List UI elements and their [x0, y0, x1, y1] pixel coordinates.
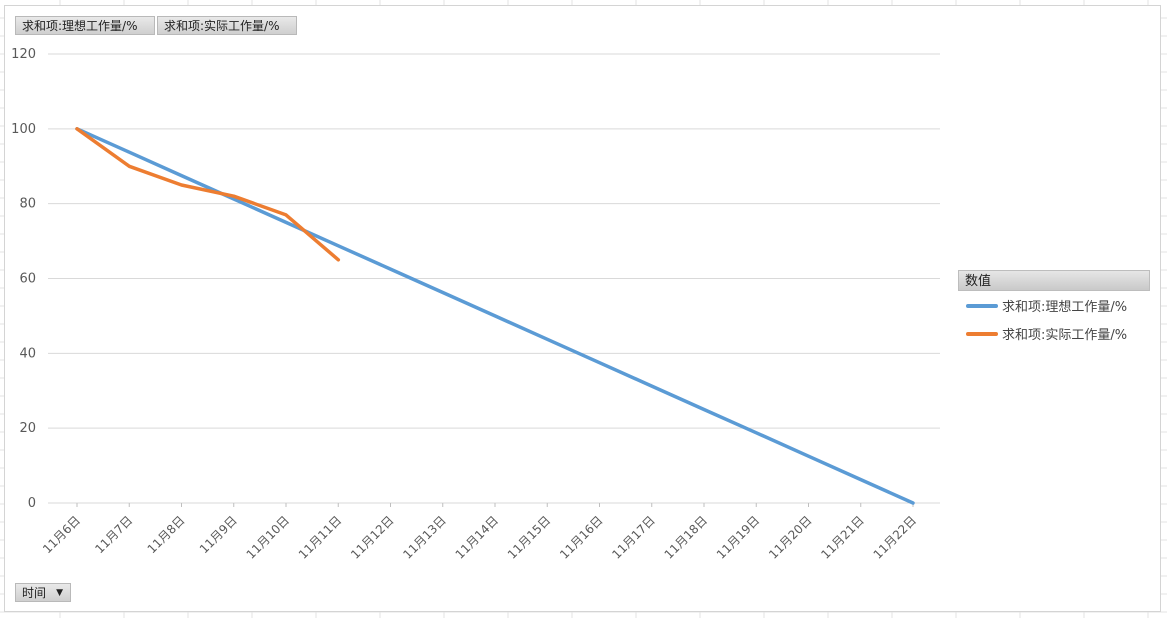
field-button-actual[interactable]: 求和项:实际工作量/%: [157, 16, 297, 35]
data-point[interactable]: [493, 314, 497, 318]
y-tick-label: 80: [19, 197, 36, 212]
data-point[interactable]: [389, 267, 393, 271]
data-point[interactable]: [127, 150, 131, 154]
data-point[interactable]: [127, 164, 131, 168]
x-tick-label: 11月7日: [92, 513, 135, 556]
y-axis-ticks: 0 20 40 60 80 100 120: [11, 47, 36, 511]
x-tick-label: 11月20日: [766, 513, 814, 561]
x-tick-label: 11月15日: [505, 513, 553, 561]
legend-title: 数值: [958, 270, 1150, 291]
x-tick-label: 11月16日: [557, 513, 605, 561]
data-point[interactable]: [75, 127, 79, 131]
y-tick-label: 60: [19, 272, 36, 287]
data-point[interactable]: [807, 454, 811, 458]
data-point[interactable]: [336, 244, 340, 248]
data-point[interactable]: [598, 361, 602, 365]
x-tick-label: 11月14日: [453, 513, 501, 561]
chevron-down-icon[interactable]: ▼: [56, 588, 63, 598]
x-tick-label: 11月9日: [197, 513, 240, 556]
data-point[interactable]: [754, 431, 758, 435]
data-point[interactable]: [232, 194, 236, 198]
x-tick-label: 11月8日: [145, 513, 188, 556]
series-layer: [75, 127, 915, 505]
data-point[interactable]: [284, 220, 288, 224]
legend-swatch-actual: [966, 331, 998, 336]
data-point[interactable]: [180, 183, 184, 187]
x-tick-label: 11月11日: [296, 513, 344, 561]
x-tick-label: 11月22日: [871, 513, 919, 561]
data-point[interactable]: [336, 258, 340, 262]
x-tick-label: 11月6日: [40, 513, 83, 556]
x-tick-label: 11月21日: [818, 513, 866, 561]
data-point[interactable]: [284, 213, 288, 217]
y-tick-label: 0: [28, 496, 36, 511]
data-point[interactable]: [180, 174, 184, 178]
y-tick-label: 20: [19, 421, 36, 436]
x-tick-label: 11月10日: [244, 513, 292, 561]
axis-field-button[interactable]: 时间 ▼: [15, 583, 71, 602]
x-tick-label: 11月19日: [714, 513, 762, 561]
series-line-1[interactable]: [75, 127, 341, 262]
legend-item-actual[interactable]: 求和项:实际工作量/%: [966, 324, 1127, 344]
data-point[interactable]: [545, 337, 549, 341]
field-button-ideal[interactable]: 求和项:理想工作量/%: [15, 16, 155, 35]
x-axis-ticks: 11月6日 11月7日 11月8日 11月9日 11月10日 11月11日 11月12日 11…: [40, 503, 919, 562]
legend-label-ideal: 求和项:理想工作量/%: [1002, 300, 1128, 315]
data-point[interactable]: [650, 384, 654, 388]
pivot-chart[interactable]: [4, 5, 1161, 612]
data-point[interactable]: [441, 291, 445, 295]
legend-swatch-ideal: [966, 303, 998, 308]
data-point[interactable]: [859, 478, 863, 482]
y-tick-label: 100: [11, 122, 36, 137]
legend-item-ideal[interactable]: 求和项:理想工作量/%: [966, 296, 1127, 316]
legend-label-actual: 求和项:实际工作量/%: [1002, 328, 1128, 343]
x-tick-label: 11月17日: [609, 513, 657, 561]
x-tick-label: 11月12日: [348, 513, 396, 561]
y-tick-label: 120: [11, 47, 36, 62]
axis-field-label: 时间: [22, 586, 47, 600]
data-point[interactable]: [911, 501, 915, 505]
x-tick-label: 11月13日: [400, 513, 448, 561]
gridlines: [48, 53, 940, 504]
x-tick-label: 11月18日: [662, 513, 710, 561]
data-point[interactable]: [702, 407, 706, 411]
y-tick-label: 40: [19, 346, 36, 361]
